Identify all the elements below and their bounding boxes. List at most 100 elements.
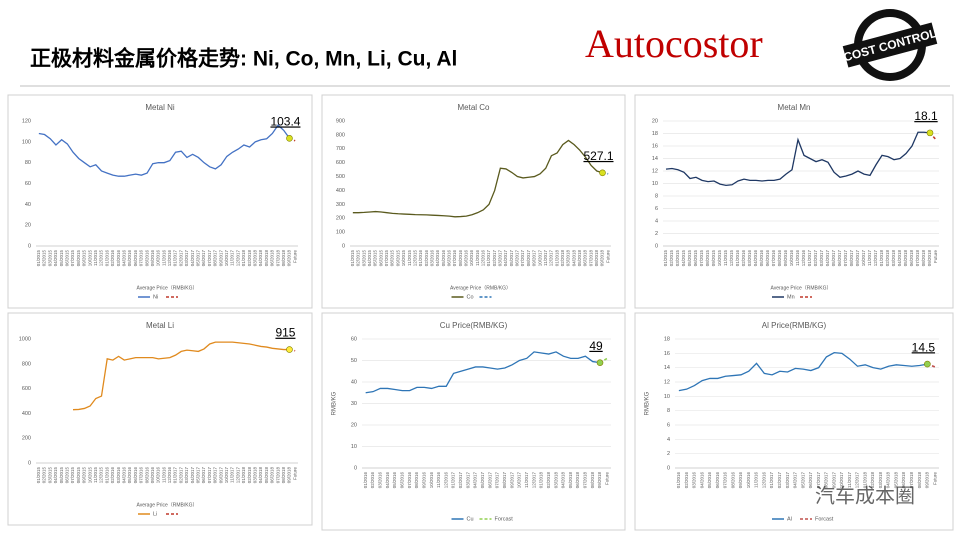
x-tick-label: 02/2016	[741, 250, 746, 267]
x-tick-label: 06/2015	[378, 250, 383, 267]
x-tick-label: 06/2017	[201, 467, 206, 484]
x-tick-label: 06/2017	[515, 250, 520, 267]
y-tick-label: 12	[652, 168, 658, 174]
x-tick-label: 02/2016	[110, 250, 115, 267]
y-tick-label: 500	[336, 174, 345, 180]
x-tick-label: 03/2015	[47, 467, 52, 484]
x-tick-label: 04/2015	[53, 467, 58, 484]
x-tick-label: 07/2016	[139, 250, 144, 267]
chart-title: Al Price(RMB/KG)	[762, 321, 827, 330]
badge-band	[842, 22, 938, 68]
x-tick-label: 02/2018	[885, 250, 890, 267]
y-tick-label: 80	[25, 160, 31, 166]
x-tick-label: 09/2017	[218, 250, 223, 267]
y-tick-label: 18	[652, 131, 658, 137]
x-tick-label: 10/2016	[469, 250, 474, 267]
x-tick-label: Future	[292, 467, 297, 481]
y-tick-label: 200	[22, 436, 31, 442]
x-tick-label: 05/2017	[509, 250, 514, 267]
x-tick-label: 01/2018	[539, 472, 544, 489]
x-tick-label: 10/2015	[401, 250, 406, 267]
panel-border	[634, 94, 954, 309]
x-tick-label: 01/2018	[862, 472, 867, 489]
y-tick-label: 0	[28, 460, 31, 466]
x-tick-label: 01/2018	[554, 250, 559, 267]
x-tick-label: 08/2017	[824, 472, 829, 489]
legend-label: Forcast	[815, 516, 834, 522]
x-tick-label: 02/2015	[356, 250, 361, 267]
y-tick-label: 100	[336, 230, 345, 236]
x-tick-label: 03/2018	[553, 472, 558, 489]
y-tick-label: 2	[667, 451, 670, 457]
x-tick-label: 11/2016	[795, 250, 800, 266]
chart-panel: Metal Co 0 100 200 300 400 500 600 700 800 900 01/2…	[321, 94, 626, 309]
chart-title: Metal Co	[457, 103, 490, 112]
watermark: 汽车成本圈	[815, 484, 915, 507]
x-tick-label: 12/2017	[235, 250, 240, 267]
chart-title: Metal Ni	[145, 103, 175, 112]
y-tick-label: 10	[351, 444, 357, 450]
y-tick-label: 10	[652, 181, 658, 187]
x-tick-label: 05/2018	[264, 467, 269, 484]
x-tick-label: 04/2018	[886, 472, 891, 489]
x-tick-label: 01/2016	[735, 250, 740, 267]
x-tick-label: 05/2015	[373, 250, 378, 267]
x-tick-label: 06/2018	[583, 250, 588, 267]
x-tick-label: 04/2017	[473, 472, 478, 489]
x-tick-label: 02/2018	[247, 467, 252, 484]
panel-border	[321, 94, 626, 309]
panel-border	[7, 312, 313, 526]
y-axis-label: RMB/KG	[645, 391, 651, 415]
x-tick-label: 09/2017	[509, 472, 514, 489]
slide-title: 正极材料金属价格走势: Ni, Co, Mn, Li, Cu, Al	[30, 47, 457, 71]
x-tick-label: 10/2017	[861, 250, 866, 267]
x-tick-label: 05/2016	[127, 250, 132, 267]
x-tick-label: 06/2015	[65, 250, 70, 267]
x-tick-label: 02/2015	[42, 250, 47, 267]
panel-border	[634, 312, 954, 531]
legend-label: Forcast	[495, 516, 514, 522]
price-line	[38, 124, 290, 177]
y-tick-label: 120	[22, 118, 31, 124]
x-tick-label: 02/2016	[684, 472, 689, 489]
x-tick-label: 09/2016	[150, 250, 155, 267]
x-tick-label: 06/2017	[487, 472, 492, 489]
x-tick-label: 08/2018	[590, 472, 595, 489]
x-tick-label: 04/2018	[258, 467, 263, 484]
x-tick-label: 03/2016	[116, 467, 121, 484]
x-tick-label: 11/2015	[93, 250, 98, 266]
y-tick-label: 2	[655, 231, 658, 237]
x-tick-label: 06/2016	[133, 250, 138, 267]
x-tick-label: 01/2017	[486, 250, 491, 267]
x-tick-label: 08/2015	[390, 250, 395, 267]
x-tick-label: 01/2015	[663, 250, 668, 267]
x-tick-label: 05/2018	[568, 472, 573, 489]
x-tick-label: 07/2015	[384, 250, 389, 267]
x-tick-label: 04/2016	[753, 250, 758, 267]
x-tick-label: 04/2015	[53, 250, 58, 267]
x-tick-label: 03/2017	[819, 250, 824, 267]
x-tick-label: 09/2017	[218, 467, 223, 484]
x-tick-label: 09/2018	[925, 472, 930, 489]
x-tick-label: 12/2016	[167, 250, 172, 267]
x-tick-label: 05/2018	[893, 472, 898, 489]
x-tick-label: 12/2017	[235, 467, 240, 484]
x-tick-label: 01/2015	[36, 467, 41, 484]
x-tick-label: 11/2017	[867, 250, 872, 266]
x-tick-label: 11/2016	[754, 472, 759, 488]
x-tick-label: 01/2018	[241, 250, 246, 267]
x-tick-label: Future	[605, 472, 610, 486]
x-tick-label: 09/2018	[597, 472, 602, 489]
y-tick-label: 800	[22, 361, 31, 367]
x-tick-label: 09/2017	[532, 250, 537, 267]
x-tick-label: 01/2018	[879, 250, 884, 267]
y-tick-label: 0	[342, 243, 345, 249]
x-tick-label: 05/2016	[127, 467, 132, 484]
x-tick-label: 07/2015	[70, 250, 75, 267]
x-tick-label: 01/2016	[363, 472, 368, 489]
chart-title: Metal Mn	[778, 103, 811, 112]
y-tick-label: 1000	[19, 336, 31, 342]
x-tick-label: 07/2016	[139, 467, 144, 484]
